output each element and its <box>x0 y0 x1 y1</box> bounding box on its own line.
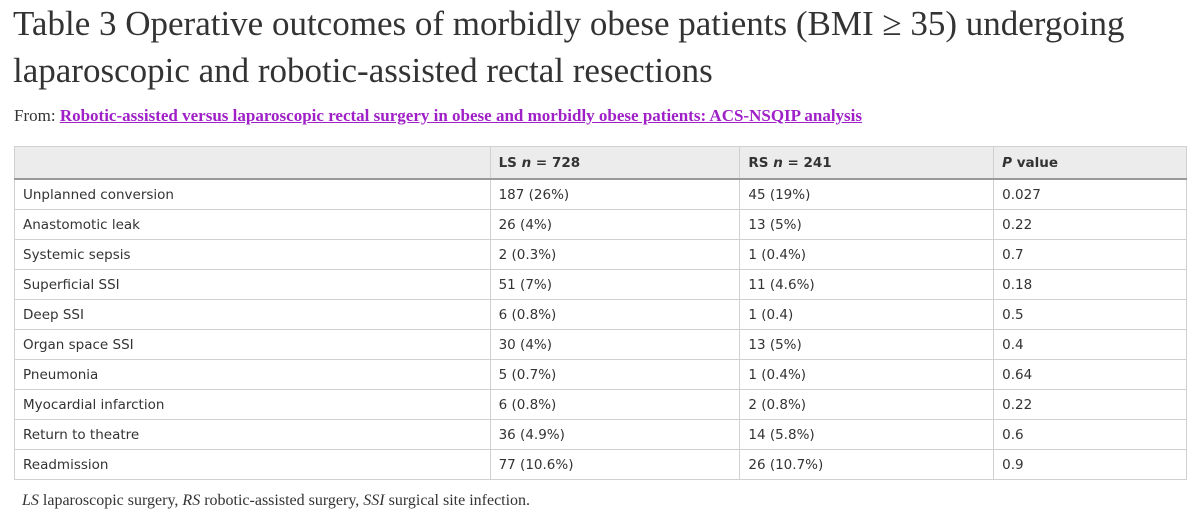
cell-outcome: Systemic sepsis <box>14 239 491 270</box>
header-p-suffix: value <box>1012 154 1059 171</box>
table-title-line-1: Table 3 Operative outcomes of morbidly o… <box>13 4 1125 43</box>
cell-ls: 36 (4.9%) <box>489 419 741 450</box>
cell-p: 0.22 <box>993 209 1187 240</box>
cell-p: 0.6 <box>993 419 1187 450</box>
table-title: Table 3 Operative outcomes of morbidly o… <box>13 0 1198 94</box>
cell-rs: 45 (19%) <box>739 178 995 210</box>
cell-outcome: Anastomotic leak <box>14 209 491 240</box>
outcomes-table: LS n = 728 RS n = 241 P value Unplanned … <box>14 146 1187 480</box>
source-article-link[interactable]: Robotic-assisted versus laparoscopic rec… <box>59 106 862 125</box>
table-footnote: LS laparoscopic surgery, RS robotic-assi… <box>22 490 530 512</box>
table-row: Return to theatre 36 (4.9%) 14 (5.8%) 0.… <box>14 419 1187 450</box>
source-prefix: From: <box>14 106 56 125</box>
cell-outcome: Pneumonia <box>14 359 491 390</box>
cell-rs: 2 (0.8%) <box>739 389 995 420</box>
cell-rs: 14 (5.8%) <box>739 419 995 450</box>
header-rs-suffix: = 241 <box>782 154 832 171</box>
cell-ls: 2 (0.3%) <box>489 239 741 270</box>
table-title-line-2: laparoscopic and robotic-assisted rectal… <box>13 51 713 90</box>
cell-rs: 26 (10.7%) <box>739 449 995 480</box>
cell-outcome: Deep SSI <box>14 299 491 330</box>
header-rs-n: n <box>773 154 783 171</box>
table-row: Organ space SSI 30 (4%) 13 (5%) 0.4 <box>14 329 1187 360</box>
cell-p: 0.027 <box>993 178 1187 210</box>
footnote-def-ls: laparoscopic surgery, <box>38 492 183 509</box>
footnote-def-rs: robotic-assisted surgery, <box>200 492 364 509</box>
footnote-abbr-ssi: SSI <box>363 492 385 509</box>
header-ls-suffix: = 728 <box>531 154 581 171</box>
header-p-value: P value <box>993 146 1187 180</box>
header-p: P <box>1002 154 1013 171</box>
cell-outcome: Readmission <box>14 449 491 480</box>
cell-p: 0.4 <box>993 329 1187 360</box>
header-rs: RS n = 241 <box>739 146 995 180</box>
cell-rs: 13 (5%) <box>739 329 995 360</box>
cell-rs: 1 (0.4%) <box>739 239 995 270</box>
cell-ls: 77 (10.6%) <box>489 449 741 480</box>
source-citation: From: Robotic-assisted versus laparoscop… <box>14 105 862 127</box>
cell-ls: 6 (0.8%) <box>489 299 741 330</box>
cell-outcome: Return to theatre <box>14 419 491 450</box>
table-row: Myocardial infarction 6 (0.8%) 2 (0.8%) … <box>14 389 1187 420</box>
table-row: Pneumonia 5 (0.7%) 1 (0.4%) 0.64 <box>14 359 1187 390</box>
table-row: Superficial SSI 51 (7%) 11 (4.6%) 0.18 <box>14 269 1187 300</box>
cell-outcome: Myocardial infarction <box>14 389 491 420</box>
footnote-def-ssi: surgical site infection. <box>384 492 531 509</box>
cell-ls: 51 (7%) <box>489 269 741 300</box>
header-rs-prefix: RS <box>748 154 774 171</box>
header-ls: LS n = 728 <box>489 146 741 180</box>
table-row: Anastomotic leak 26 (4%) 13 (5%) 0.22 <box>14 209 1187 240</box>
cell-p: 0.5 <box>993 299 1187 330</box>
header-ls-n: n <box>521 154 532 171</box>
cell-outcome: Superficial SSI <box>14 269 491 300</box>
cell-p: 0.18 <box>993 269 1187 300</box>
header-ls-prefix: LS <box>498 154 522 171</box>
cell-outcome: Unplanned conversion <box>14 178 491 210</box>
cell-ls: 6 (0.8%) <box>489 389 741 420</box>
cell-p: 0.7 <box>993 239 1187 270</box>
cell-outcome: Organ space SSI <box>14 329 491 360</box>
table-row: Readmission 77 (10.6%) 26 (10.7%) 0.9 <box>14 449 1187 480</box>
cell-ls: 5 (0.7%) <box>489 359 741 390</box>
cell-p: 0.9 <box>993 449 1187 480</box>
cell-rs: 13 (5%) <box>739 209 995 240</box>
cell-p: 0.22 <box>993 389 1187 420</box>
cell-ls: 187 (26%) <box>489 178 741 210</box>
header-outcome <box>14 146 491 180</box>
cell-p: 0.64 <box>993 359 1187 390</box>
cell-ls: 26 (4%) <box>489 209 741 240</box>
table-row: Systemic sepsis 2 (0.3%) 1 (0.4%) 0.7 <box>14 239 1187 270</box>
table-header-row: LS n = 728 RS n = 241 P value <box>14 146 1187 180</box>
footnote-abbr-ls: LS <box>22 492 39 509</box>
footnote-abbr-rs: RS <box>182 492 201 509</box>
table-row: Deep SSI 6 (0.8%) 1 (0.4) 0.5 <box>14 299 1187 330</box>
cell-rs: 11 (4.6%) <box>739 269 995 300</box>
table-row: Unplanned conversion 187 (26%) 45 (19%) … <box>14 178 1187 210</box>
cell-rs: 1 (0.4%) <box>739 359 995 390</box>
cell-ls: 30 (4%) <box>489 329 741 360</box>
cell-rs: 1 (0.4) <box>739 299 995 330</box>
